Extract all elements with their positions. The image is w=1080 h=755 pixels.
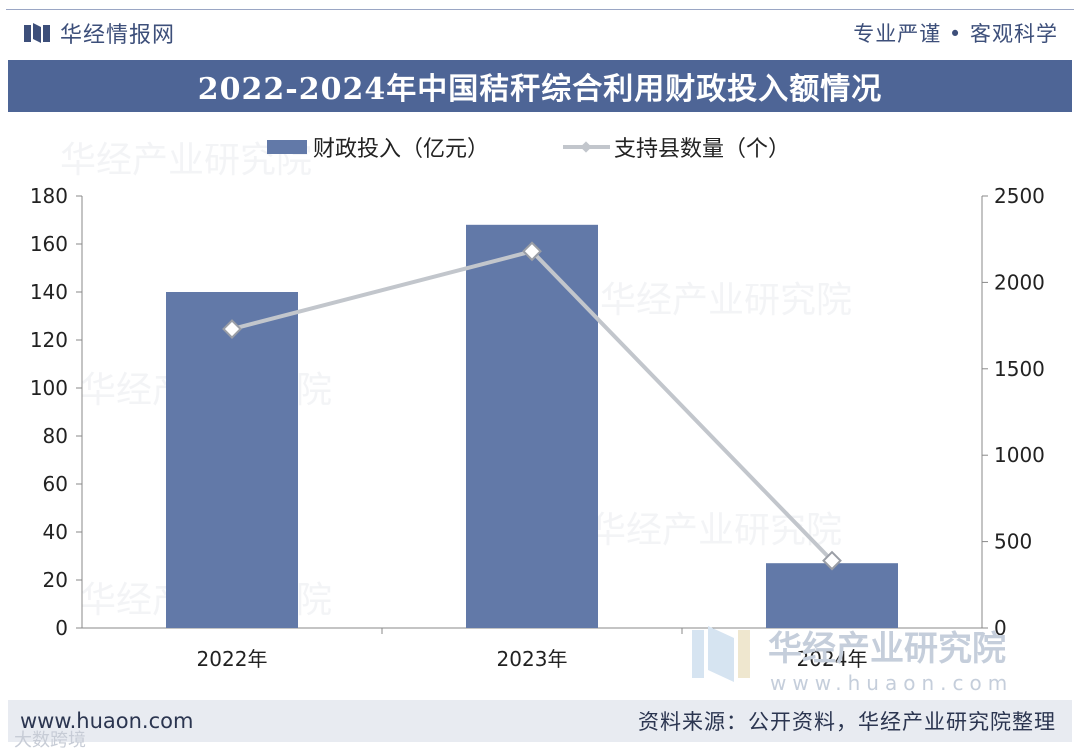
legend-bar-swatch [267, 140, 307, 154]
footer-site-link[interactable]: www.huaon.com [20, 709, 194, 733]
title-bar: 2022-2024年中国秸秆综合利用财政投入额情况 [8, 60, 1072, 112]
watermark-logo-icon [738, 630, 750, 678]
chart-title: 2022-2024年中国秸秆综合利用财政投入额情况 [197, 72, 883, 107]
line-point [222, 319, 242, 339]
x-tick-label: 2023年 [497, 647, 568, 671]
brand[interactable]: 华经情报网 [24, 17, 175, 49]
footer: www.huaon.com 资料来源：公开资料，华经产业研究院整理 [8, 700, 1072, 742]
watermark-main: 华经产业研究院 [768, 629, 1006, 669]
line-point [822, 550, 842, 571]
y-left-ticks: 0 20 40 60 80 100 120 140 160 180 [30, 184, 82, 640]
bar [166, 292, 298, 628]
watermark-brand: 华经产业研究院 www.huaon.com [692, 626, 1013, 695]
watermark-logo-icon [708, 626, 734, 682]
y-left-tick-label: 160 [30, 232, 68, 256]
x-tick-label: 2024年 [797, 647, 868, 671]
legend-line-marker [580, 141, 592, 153]
legend-line-label: 支持县数量（个） [614, 137, 790, 162]
y-left-tick-label: 40 [43, 520, 68, 544]
y-left-tick-label: 180 [30, 184, 68, 208]
y-left-tick-label: 60 [43, 472, 68, 496]
y-right-ticks: 0 500 1000 1500 2000 2500 [982, 184, 1045, 640]
watermark-ghost: 华经产业研究院 [600, 280, 852, 321]
huajing-logo-icon [24, 23, 50, 43]
y-right-tick-label: 1500 [994, 357, 1045, 381]
x-ticks: 2022年 2023年 2024年 [197, 628, 868, 671]
x-tick-label: 2022年 [197, 647, 268, 671]
bar [466, 224, 598, 629]
header: 华经情报网 专业严谨 • 客观科学 [8, 10, 1072, 56]
legend-bar-label: 财政投入（亿元） [313, 137, 489, 162]
bars [166, 224, 898, 629]
watermark-corner: 大数跨境 [14, 730, 86, 751]
y-right-tick-label: 0 [994, 616, 1007, 640]
y-right-tick-label: 2000 [994, 270, 1045, 294]
watermark-url: www.huaon.com [770, 671, 1013, 695]
chart: 华经产业研究院 华经产业研究院 华经产业研究院 华经产业研究院 华经产业研究院 … [30, 137, 1045, 695]
y-left-tick-label: 140 [30, 280, 68, 304]
y-left-tick-label: 120 [30, 328, 68, 352]
legend: 财政投入（亿元） 支持县数量（个） [267, 137, 790, 162]
line-point [522, 241, 542, 262]
y-left-tick-label: 0 [55, 616, 68, 640]
y-left-tick-label: 80 [43, 424, 68, 448]
bar [766, 563, 898, 628]
watermark-logo-icon [692, 630, 704, 678]
y-right-tick-label: 1000 [994, 443, 1045, 467]
top-rule [6, 9, 1074, 10]
y-right-tick-label: 2500 [994, 184, 1045, 208]
y-left-tick-label: 100 [30, 376, 68, 400]
slogan: 专业严谨 • 客观科学 [853, 22, 1058, 46]
y-left-tick-label: 20 [43, 568, 68, 592]
line-series [222, 241, 842, 571]
brand-name: 华经情报网 [60, 23, 176, 48]
footer-source: 资料来源：公开资料，华经产业研究院整理 [638, 710, 1056, 734]
y-right-tick-label: 500 [994, 530, 1032, 554]
